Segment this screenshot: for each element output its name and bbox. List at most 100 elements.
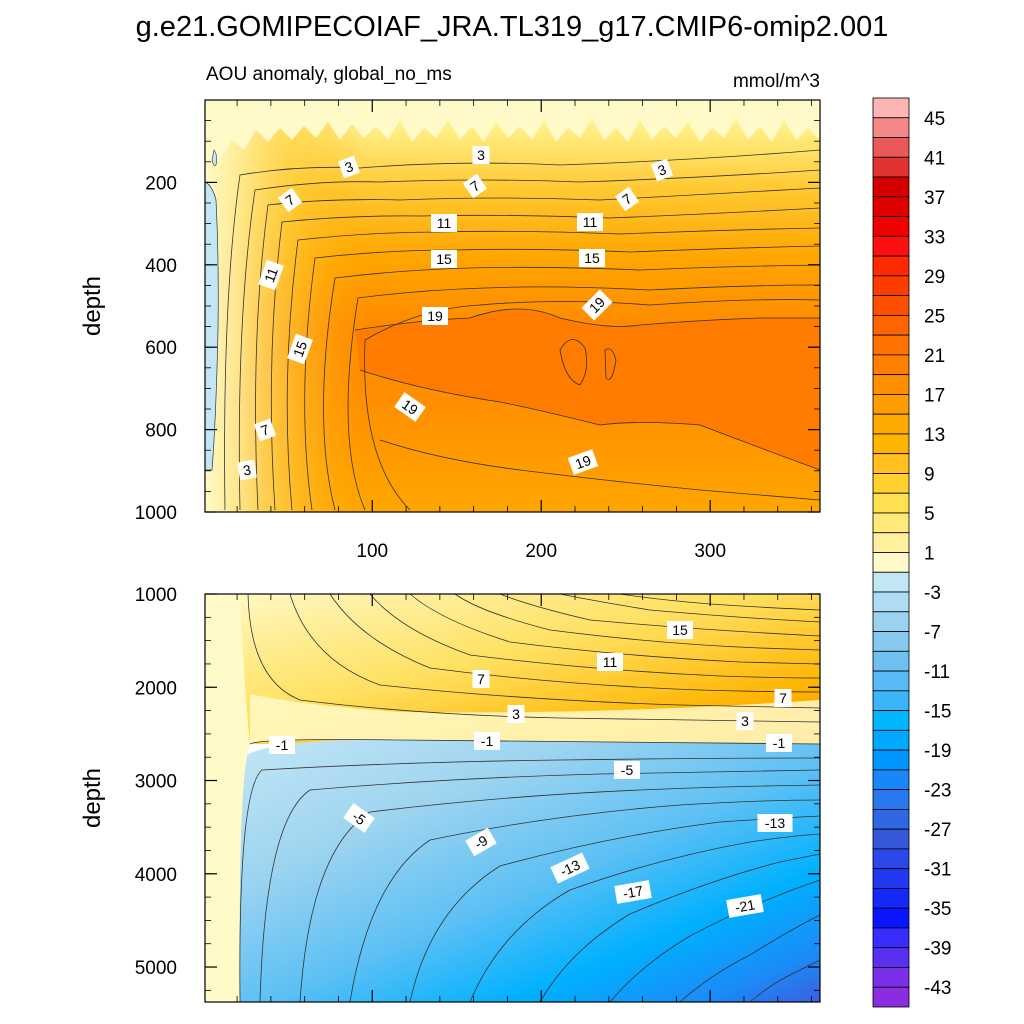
colorbar-box bbox=[872, 314, 910, 336]
contour-label: -5 bbox=[614, 761, 640, 779]
y-tick-label: 2000 bbox=[135, 678, 177, 699]
contour-label-text: 15 bbox=[584, 250, 600, 266]
contour-label-box bbox=[550, 852, 590, 884]
lower-near-zero-band bbox=[250, 694, 820, 744]
contour-label: -17 bbox=[614, 880, 652, 904]
colorbar-box bbox=[872, 571, 910, 593]
colorbar-box bbox=[872, 156, 910, 178]
units-label: mmol/m^3 bbox=[733, 71, 820, 92]
contour-label-text: -21 bbox=[734, 896, 757, 915]
y-tick-label: 3000 bbox=[135, 772, 177, 793]
contour-label: -1 bbox=[269, 736, 295, 754]
contour-label-text: 15 bbox=[672, 622, 688, 638]
colorbar-label: -7 bbox=[924, 623, 941, 644]
lower-axes: 1000 2000 3000 4000 5000 bbox=[135, 585, 820, 1002]
contour-label-box bbox=[736, 712, 754, 730]
contour-label: -5 bbox=[343, 803, 375, 833]
contour-label: -13 bbox=[757, 814, 793, 832]
contour-label: 3 bbox=[650, 158, 674, 182]
contour-label-box bbox=[567, 449, 599, 475]
contour-label: 11 bbox=[431, 214, 457, 232]
contour-label-box bbox=[766, 734, 792, 752]
y-tick-label: 1000 bbox=[135, 585, 177, 606]
contour-label: 3 bbox=[507, 705, 525, 723]
upper-panel: AOU anomaly, global_no_ms mmol/m^3 bbox=[79, 64, 821, 562]
contour-label: 7 bbox=[774, 689, 792, 707]
upper-field-coast bbox=[205, 100, 820, 512]
colorbar-label: 45 bbox=[924, 109, 945, 130]
colorbar-box bbox=[872, 848, 910, 870]
colorbar-boxes bbox=[872, 97, 910, 1008]
colorbar-box bbox=[872, 927, 910, 949]
contour-label-text: 11 bbox=[437, 215, 452, 231]
contour-label-text: -1 bbox=[481, 733, 494, 749]
colorbar-box bbox=[872, 907, 910, 929]
panel-subtitle: AOU anomaly, global_no_ms bbox=[206, 64, 452, 85]
colorbar-box bbox=[872, 789, 910, 810]
contour-label-box bbox=[269, 736, 295, 754]
x-tick-label: 300 bbox=[694, 541, 726, 562]
contour-label: 7 bbox=[614, 186, 640, 212]
y-tick-label: 400 bbox=[145, 256, 177, 277]
contour-label-text: 11 bbox=[261, 265, 281, 284]
contour-label: 15 bbox=[579, 249, 605, 267]
contour-label: 3 bbox=[736, 712, 754, 730]
colorbar-box bbox=[872, 828, 910, 850]
contour-label-text: -1 bbox=[276, 737, 289, 753]
contour-label-box bbox=[614, 186, 640, 212]
lower-contour-labels: 15 11 7 7 3 3 -1 -1 -1 -5 -5 -13 -9 -13 -17 -21 bbox=[269, 621, 793, 918]
colorbar-label: 25 bbox=[924, 306, 945, 327]
colorbar-label: -11 bbox=[924, 662, 950, 683]
colorbar-box bbox=[872, 137, 910, 158]
x-tick-label: 100 bbox=[356, 541, 388, 562]
colorbar-label: -3 bbox=[924, 583, 941, 604]
colorbar-label: 17 bbox=[924, 385, 945, 406]
colorbar-box bbox=[872, 255, 910, 277]
contour-label: 11 bbox=[258, 259, 284, 291]
colorbar-box bbox=[872, 97, 910, 119]
contour-label-text: 11 bbox=[583, 214, 598, 230]
contour-label-text: 3 bbox=[512, 706, 520, 722]
colorbar-box bbox=[872, 552, 910, 573]
upper-negative-sliver bbox=[204, 181, 219, 471]
upper-core-region bbox=[355, 309, 820, 470]
colorbar-label: 37 bbox=[924, 188, 945, 209]
colorbar-box bbox=[872, 749, 910, 771]
colorbar-box bbox=[872, 433, 910, 455]
colorbar-label: -35 bbox=[924, 899, 951, 920]
contour-label: 3 bbox=[237, 459, 257, 481]
colorbar-box bbox=[872, 631, 910, 652]
contour-label-text: 3 bbox=[741, 713, 749, 729]
colorbar-box bbox=[872, 868, 910, 889]
contour-label-box bbox=[614, 880, 652, 904]
lower-field-negative bbox=[205, 739, 820, 1002]
contour-label: 15 bbox=[667, 621, 693, 639]
contour-label-box bbox=[577, 213, 603, 231]
y-tick-label: 5000 bbox=[135, 958, 177, 979]
colorbar-label: -31 bbox=[924, 860, 951, 881]
colorbar-box bbox=[872, 374, 910, 395]
contour-label-box bbox=[431, 250, 457, 268]
contour-label-box bbox=[472, 670, 490, 688]
contour-label-text: 11 bbox=[603, 654, 618, 670]
contour-label-box bbox=[579, 249, 605, 267]
contour-label-box bbox=[597, 653, 623, 671]
lower-plot-frame bbox=[204, 593, 821, 1003]
contour-label-box bbox=[774, 689, 792, 707]
contour-label-box bbox=[237, 459, 257, 481]
y-tick-label: 1000 bbox=[135, 503, 177, 524]
lower-panel: 15 11 7 7 3 3 -1 -1 -1 -5 -5 -13 -9 -13 -17 -21 1000 200… bbox=[79, 585, 821, 1003]
contour-label-box bbox=[472, 146, 490, 164]
contour-label: 19 bbox=[394, 392, 426, 422]
contour-label: 15 bbox=[431, 250, 457, 268]
colorbar-label: 33 bbox=[924, 227, 945, 248]
contour-label: 15 bbox=[287, 333, 313, 365]
contour-label-box bbox=[343, 803, 375, 833]
contour-label-text: -5 bbox=[621, 762, 634, 778]
colorbar-label: -39 bbox=[924, 939, 951, 960]
colorbar-box bbox=[872, 512, 910, 534]
contour-label-box bbox=[726, 894, 764, 918]
contour-label-text: 3 bbox=[477, 147, 485, 163]
contour-label: 11 bbox=[597, 653, 623, 671]
